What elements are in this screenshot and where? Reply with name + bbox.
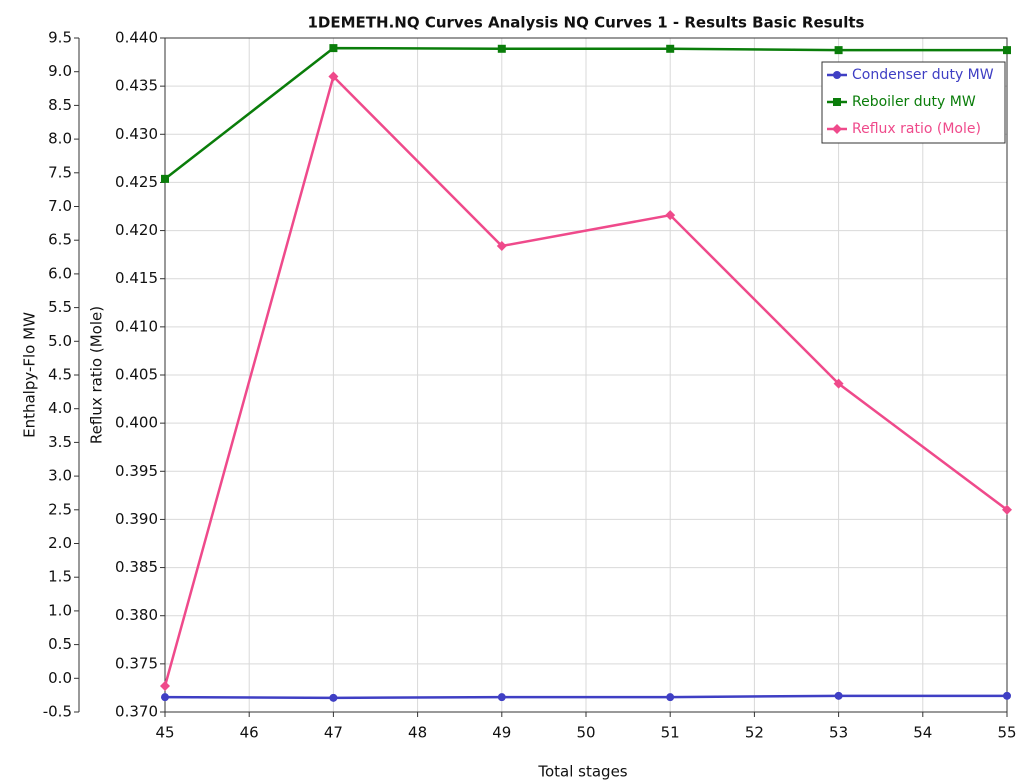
y2-tick-label: 0.390 [115, 510, 158, 528]
y-tick-label: 0.5 [48, 635, 72, 653]
x-tick-label: 50 [576, 724, 595, 742]
legend-label: Condenser duty MW [852, 67, 994, 83]
x-tick-label: 46 [240, 724, 259, 742]
y2-tick-label: 0.410 [115, 317, 158, 335]
marker [161, 693, 169, 702]
y-tick-label: 2.0 [48, 534, 72, 552]
y-axis-label: Enthalpy-Flo MW [21, 312, 39, 438]
x-tick-label: 49 [492, 724, 511, 742]
x-tick-label: 54 [913, 724, 932, 742]
y2-tick-label: 0.400 [115, 414, 158, 432]
x-axis-label: Total stages [537, 763, 627, 781]
y-tick-label: 4.0 [48, 399, 72, 417]
y-tick-label: 0.0 [48, 669, 72, 687]
marker [160, 681, 170, 692]
marker [497, 693, 506, 702]
y-tick-label: 5.0 [48, 332, 72, 350]
y2-tick-label: 0.405 [115, 366, 158, 384]
marker [665, 210, 676, 221]
y2-tick-label: 0.425 [115, 173, 158, 191]
y2-tick-label: 0.435 [115, 77, 158, 95]
y-tick-label: -0.5 [43, 703, 72, 721]
y2-tick-label: 0.440 [115, 29, 158, 47]
y-tick-label: 4.5 [48, 366, 72, 384]
marker [833, 378, 844, 389]
y2-tick-label: 0.420 [115, 221, 158, 239]
series-line [164, 46, 1007, 180]
x-tick-label: 45 [155, 724, 174, 742]
marker [497, 44, 506, 53]
marker [329, 44, 338, 53]
y2-tick-label: 0.375 [115, 654, 158, 672]
plot-frame [164, 37, 1008, 713]
y2-axis-label: Reflux ratio (Mole) [88, 306, 106, 444]
x-tick-label: 47 [324, 724, 343, 742]
marker [834, 46, 843, 55]
marker [833, 98, 841, 106]
y-tick-label: 9.0 [48, 62, 72, 80]
y-tick-label: 3.5 [48, 433, 72, 451]
y-tick-label: 2.5 [48, 500, 72, 518]
chart-title: 1DEMETH.NQ Curves Analysis NQ Curves 1 -… [308, 14, 865, 32]
y2-tick-label: 0.370 [115, 703, 158, 721]
y-tick-label: 7.0 [48, 197, 72, 215]
series-line [163, 74, 1008, 687]
x-tick-label: 53 [829, 724, 848, 742]
y2-tick-label: 0.430 [115, 125, 158, 143]
y-tick-label: 6.0 [48, 264, 72, 282]
x-tick-label: 55 [997, 724, 1016, 742]
y-tick-label: 1.5 [48, 568, 72, 586]
marker [329, 693, 338, 702]
series-line [164, 694, 1007, 700]
marker [666, 693, 675, 702]
x-tick-label: 52 [745, 724, 764, 742]
y-tick-label: 6.5 [48, 231, 72, 249]
legend-label: Reflux ratio (Mole) [852, 121, 981, 137]
marker [161, 174, 169, 183]
marker [328, 71, 339, 82]
marker [496, 240, 507, 251]
y-tick-label: 9.5 [48, 29, 72, 47]
marker [834, 691, 843, 700]
marker [832, 124, 842, 134]
marker [1003, 691, 1011, 700]
y-tick-label: 1.0 [48, 601, 72, 619]
y2-tick-label: 0.385 [115, 558, 158, 576]
marker [1002, 504, 1012, 515]
marker [833, 71, 841, 79]
legend-box [821, 61, 1006, 144]
x-tick-label: 48 [408, 724, 427, 742]
y-tick-label: 8.0 [48, 130, 72, 148]
y-tick-label: 7.5 [48, 163, 72, 181]
marker [666, 44, 675, 53]
y2-tick-label: 0.380 [115, 606, 158, 624]
y-tick-label: 8.5 [48, 96, 72, 114]
legend-label: Reboiler duty MW [852, 94, 976, 110]
y2-tick-label: 0.395 [115, 462, 158, 480]
y-tick-label: 5.5 [48, 298, 72, 316]
y2-tick-label: 0.415 [115, 269, 158, 287]
y-tick-label: 3.0 [48, 467, 72, 485]
marker [1003, 46, 1011, 55]
x-tick-label: 51 [661, 724, 680, 742]
